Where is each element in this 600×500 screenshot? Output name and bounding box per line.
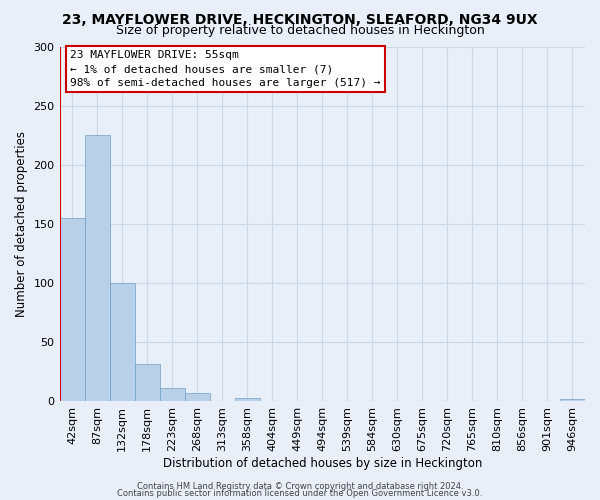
Text: 23 MAYFLOWER DRIVE: 55sqm
← 1% of detached houses are smaller (7)
98% of semi-de: 23 MAYFLOWER DRIVE: 55sqm ← 1% of detach… xyxy=(70,50,380,88)
Bar xyxy=(185,393,209,402)
Text: Contains public sector information licensed under the Open Government Licence v3: Contains public sector information licen… xyxy=(118,489,482,498)
X-axis label: Distribution of detached houses by size in Heckington: Distribution of detached houses by size … xyxy=(163,457,482,470)
Bar xyxy=(85,135,110,402)
Bar xyxy=(134,364,160,402)
Text: Contains HM Land Registry data © Crown copyright and database right 2024.: Contains HM Land Registry data © Crown c… xyxy=(137,482,463,491)
Bar xyxy=(110,283,134,402)
Text: Size of property relative to detached houses in Heckington: Size of property relative to detached ho… xyxy=(116,24,484,37)
Bar xyxy=(59,218,85,402)
Bar xyxy=(160,388,185,402)
Y-axis label: Number of detached properties: Number of detached properties xyxy=(15,131,28,317)
Bar xyxy=(235,398,260,402)
Bar xyxy=(560,399,585,402)
Text: 23, MAYFLOWER DRIVE, HECKINGTON, SLEAFORD, NG34 9UX: 23, MAYFLOWER DRIVE, HECKINGTON, SLEAFOR… xyxy=(62,12,538,26)
